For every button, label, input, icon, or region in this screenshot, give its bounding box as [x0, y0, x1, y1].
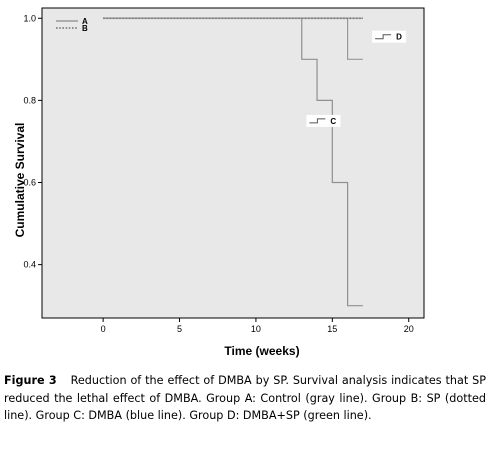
y-tick-label: 1.0: [23, 13, 36, 23]
survival-chart: 0 5 10 15 200.40.60.81.0 AB CD Time (weeks) …: [13, 7, 425, 358]
annotation-box: [306, 114, 341, 127]
x-tick-label: 0: [101, 324, 106, 334]
x-tick-label: 15: [327, 324, 337, 334]
x-axis-title: Time (weeks): [224, 344, 299, 358]
annotation-label-d: D: [396, 33, 402, 42]
y-axis-title: Cumulative Survival: [13, 123, 27, 238]
legend-label-b: B: [82, 24, 88, 33]
annotation-label-c: C: [330, 117, 336, 126]
series-line-c: [103, 17, 363, 307]
legend-label-a: A: [82, 17, 88, 26]
x-tick-label: 20: [404, 324, 414, 334]
figure-label: Figure 3: [4, 374, 57, 387]
figure-caption: Figure 3 Reduction of the effect of DMBA …: [4, 372, 486, 425]
annotation-step-glyph: [309, 118, 326, 124]
y-tick-label: 0.4: [23, 260, 36, 270]
plot-area: [41, 7, 425, 319]
annotation-box: [372, 30, 407, 43]
y-tick-label: 0.6: [23, 178, 36, 188]
caption-text: Reduction of the effect of DMBA by SP. S…: [4, 374, 487, 423]
y-tick-label: 0.8: [23, 95, 36, 105]
x-tick-label: 5: [177, 324, 182, 334]
annotation-step-glyph: [375, 34, 392, 40]
x-tick-label: 10: [251, 324, 261, 334]
